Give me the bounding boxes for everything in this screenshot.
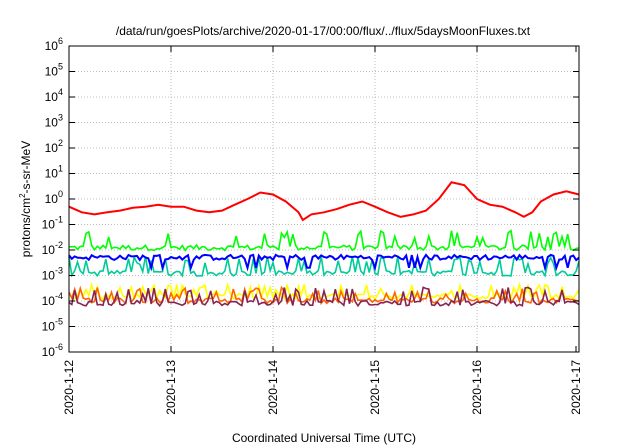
series-line-orange [68,285,580,306]
series-line-teal [68,254,580,278]
series-layer [68,181,580,308]
y-tick-label: 103 [45,113,63,130]
y-tick-label: 105 [45,62,63,79]
x-tick-label: 2020-1-17 [569,360,583,415]
y-tick-label: 102 [45,138,63,155]
y-tick-label: 10-5 [42,317,63,334]
x-axis-label: Coordinated Universal Time (UTC) [232,431,416,445]
series-line-red [68,181,580,222]
x-ticks: 2020-1-12 2020-1-13 2020-1-14 2020-1-15 2020… [62,46,583,415]
x-tick-label: 2020-1-16 [470,360,484,415]
y-tick-label: 101 [45,164,63,181]
x-tick-label: 2020-1-12 [62,360,76,415]
y-tick-label: 10-4 [42,291,63,308]
y-axis-label: protons/cm2-s-sr-MeV [18,141,33,257]
y-tick-label: 106 [45,36,63,53]
chart-title: /data/run/goesPlots/archive/2020-01-17/0… [116,24,531,38]
y-tick-label: 10-1 [42,215,63,232]
x-tick-label: 2020-1-15 [368,360,382,415]
y-tick-label: 10-2 [42,240,63,257]
series-line-green [68,229,580,252]
y-ticks: 10-6 10-5 10-4 10-3 10-2 10-1 100 101 102 103 104 1… [42,36,579,359]
x-tick-label: 2020-1-13 [164,360,178,415]
series-line-blue [68,253,580,272]
y-tick-label: 10-3 [42,266,63,283]
y-tick-label: 104 [45,87,63,104]
y-tick-label: 10-6 [42,342,63,359]
series-line-purple [68,286,580,308]
x-tick-label: 2020-1-14 [266,360,280,415]
grid [69,46,579,352]
y-tick-label: 100 [45,189,63,206]
